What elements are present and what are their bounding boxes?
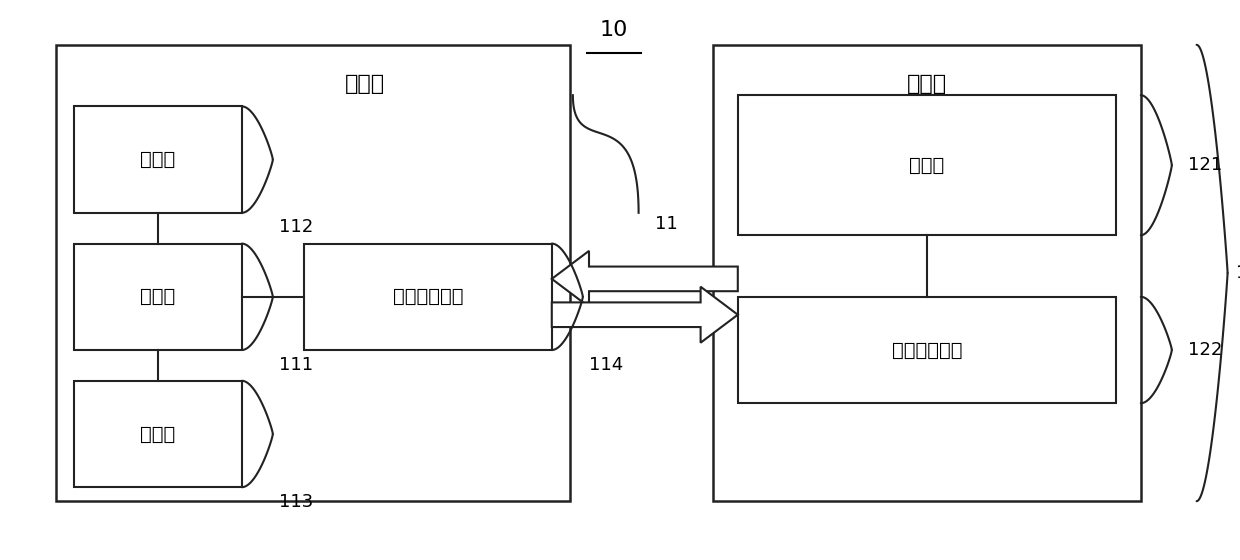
Text: 主机端: 主机端 (345, 74, 384, 94)
PathPatch shape (552, 287, 738, 343)
Bar (738, 95, 1116, 235)
Text: 10: 10 (600, 20, 627, 40)
Text: 12: 12 (1236, 264, 1240, 282)
Bar (713, 45, 1141, 501)
Bar (738, 297, 1116, 403)
PathPatch shape (552, 251, 738, 307)
Text: 存储器: 存储器 (140, 150, 176, 169)
Text: 处理器: 处理器 (140, 287, 176, 306)
Text: 传感器: 传感器 (140, 424, 176, 444)
Bar (74, 244, 242, 350)
Text: 第二通信模组: 第二通信模组 (892, 340, 962, 360)
Text: 122: 122 (1188, 341, 1223, 359)
Text: 114: 114 (589, 356, 624, 374)
Text: 显示屏: 显示屏 (909, 156, 945, 175)
Text: 113: 113 (279, 493, 314, 511)
Text: 111: 111 (279, 356, 314, 374)
Bar (74, 106, 242, 213)
Bar (304, 244, 552, 350)
Bar (74, 381, 242, 487)
Text: 112: 112 (279, 218, 314, 236)
Text: 第一通信模组: 第一通信模组 (393, 287, 463, 306)
Text: 11: 11 (655, 215, 677, 233)
Bar (56, 45, 570, 501)
Text: 121: 121 (1188, 156, 1223, 174)
Text: 手持端: 手持端 (906, 74, 947, 94)
